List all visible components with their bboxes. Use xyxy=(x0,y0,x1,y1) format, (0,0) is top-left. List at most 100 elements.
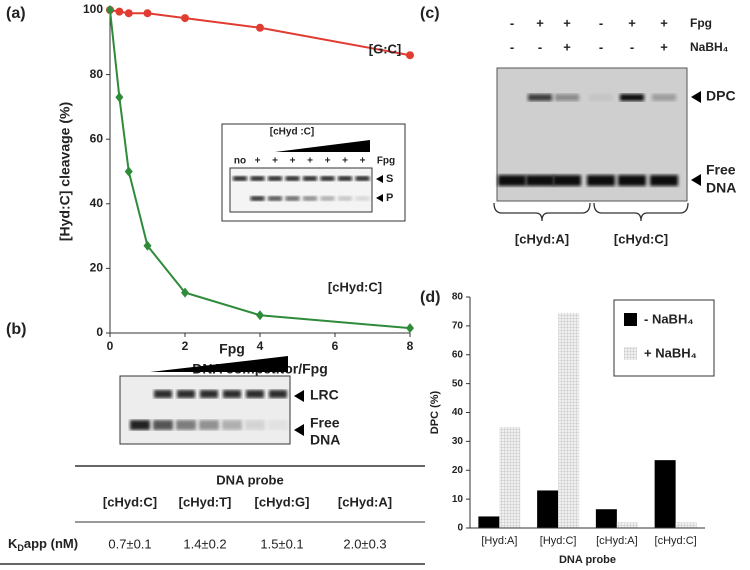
x-tick-label: [Hyd:A] xyxy=(481,535,517,547)
x-tick-label: [cHyd:A] xyxy=(596,535,638,547)
arrow xyxy=(294,424,304,436)
bar xyxy=(558,312,580,528)
arrow xyxy=(691,91,701,103)
table-cell: 2.0±0.3 xyxy=(343,536,386,551)
band-label: DNA xyxy=(310,432,340,448)
marker xyxy=(143,240,152,251)
legend-box xyxy=(613,299,715,377)
arrow xyxy=(691,174,701,186)
y-tick-label: 50 xyxy=(452,378,464,389)
y-tick-label: 80 xyxy=(90,67,104,81)
gel-band xyxy=(620,94,644,101)
gel-band xyxy=(285,176,300,181)
gel-band xyxy=(555,94,579,101)
series-label: [cHyd:C] xyxy=(328,279,382,294)
gel-band xyxy=(245,420,265,430)
row-label: NaBH₄ xyxy=(690,40,729,54)
line xyxy=(109,9,411,57)
marker xyxy=(106,5,114,15)
gel-band xyxy=(153,420,173,430)
band-label: S xyxy=(386,173,393,185)
gel-band xyxy=(652,94,676,101)
gel-band xyxy=(250,196,265,201)
legend-swatch xyxy=(624,347,637,360)
bar xyxy=(654,460,676,528)
sign: + xyxy=(536,15,544,30)
wedge xyxy=(150,356,288,372)
y-tick-label: 80 xyxy=(452,292,464,303)
gel-band xyxy=(355,196,370,201)
arrow xyxy=(294,390,304,402)
x-tick-label: 2 xyxy=(182,339,189,353)
marker xyxy=(406,51,414,60)
y-tick-label: 20 xyxy=(452,465,464,476)
gel-band xyxy=(268,196,282,201)
bracket xyxy=(593,202,689,222)
column-header: [cHyd:C] xyxy=(103,494,157,509)
gel-band xyxy=(130,420,150,430)
lane-label: + xyxy=(272,156,278,167)
band-label: LRC xyxy=(310,387,339,403)
gel-band xyxy=(650,175,678,186)
lane-label: + xyxy=(325,156,331,167)
gel-band xyxy=(528,94,552,101)
gel-band xyxy=(222,420,242,430)
legend-swatch xyxy=(624,313,637,326)
arrow xyxy=(376,194,383,202)
gel-band xyxy=(176,420,196,430)
y-tick-label: 60 xyxy=(452,349,464,360)
row-label: Fpg xyxy=(690,16,712,30)
gel-band xyxy=(355,176,370,181)
band-label: DNA xyxy=(706,180,736,196)
lane-label: no xyxy=(234,156,246,167)
y-tick-label: 40 xyxy=(90,196,104,210)
table-cell: 1.4±0.2 xyxy=(183,536,226,551)
y-tick-label: 100 xyxy=(83,2,103,16)
gel-band xyxy=(199,420,219,430)
band-label: P xyxy=(386,192,393,204)
gel-band xyxy=(338,176,352,181)
sign: - xyxy=(599,15,603,30)
y-tick-label: 0 xyxy=(457,523,463,534)
marker xyxy=(124,9,133,18)
legend-label: + NaBH₄ xyxy=(644,345,697,360)
marker xyxy=(256,23,264,32)
y-tick-label: 10 xyxy=(452,494,464,505)
gel-band xyxy=(320,196,335,201)
marker xyxy=(115,92,124,103)
sign: + xyxy=(660,39,668,54)
inset-title: [cHyd :C] xyxy=(270,127,314,138)
sign: - xyxy=(510,15,514,30)
gel-band xyxy=(285,196,300,201)
column-header: [cHyd:G] xyxy=(255,494,310,509)
row-label: KDapp (nM) xyxy=(8,536,78,553)
gel-band xyxy=(246,390,264,398)
band-label: DPC xyxy=(706,88,736,104)
x-tick-label: 4 xyxy=(257,339,264,353)
marker xyxy=(406,323,414,334)
sign: + xyxy=(563,39,571,54)
bar xyxy=(675,522,697,528)
panel-label: (a) xyxy=(6,5,26,22)
panel-label: (c) xyxy=(420,5,440,22)
lane-label: + xyxy=(360,156,366,167)
x-tick-label: 6 xyxy=(332,339,339,353)
series-label: [G:C] xyxy=(369,41,402,56)
panel-label: (b) xyxy=(6,321,26,338)
bar xyxy=(499,426,521,528)
gel-band xyxy=(233,176,247,181)
marker xyxy=(124,166,133,177)
gel-band xyxy=(320,176,335,181)
wedge xyxy=(275,140,370,152)
y-tick-label: 0 xyxy=(96,325,103,339)
y-axis-label: [Hyd:C] cleavage (%) xyxy=(57,102,73,241)
gel-band xyxy=(268,176,282,181)
gel-band xyxy=(338,196,352,201)
gel xyxy=(229,167,373,213)
legend-label: - NaBH₄ xyxy=(644,311,694,326)
sign: + xyxy=(660,15,668,30)
marker xyxy=(143,9,152,18)
gel-band xyxy=(250,176,265,181)
gel-band xyxy=(177,390,195,398)
row-label-sub: D xyxy=(17,543,24,553)
